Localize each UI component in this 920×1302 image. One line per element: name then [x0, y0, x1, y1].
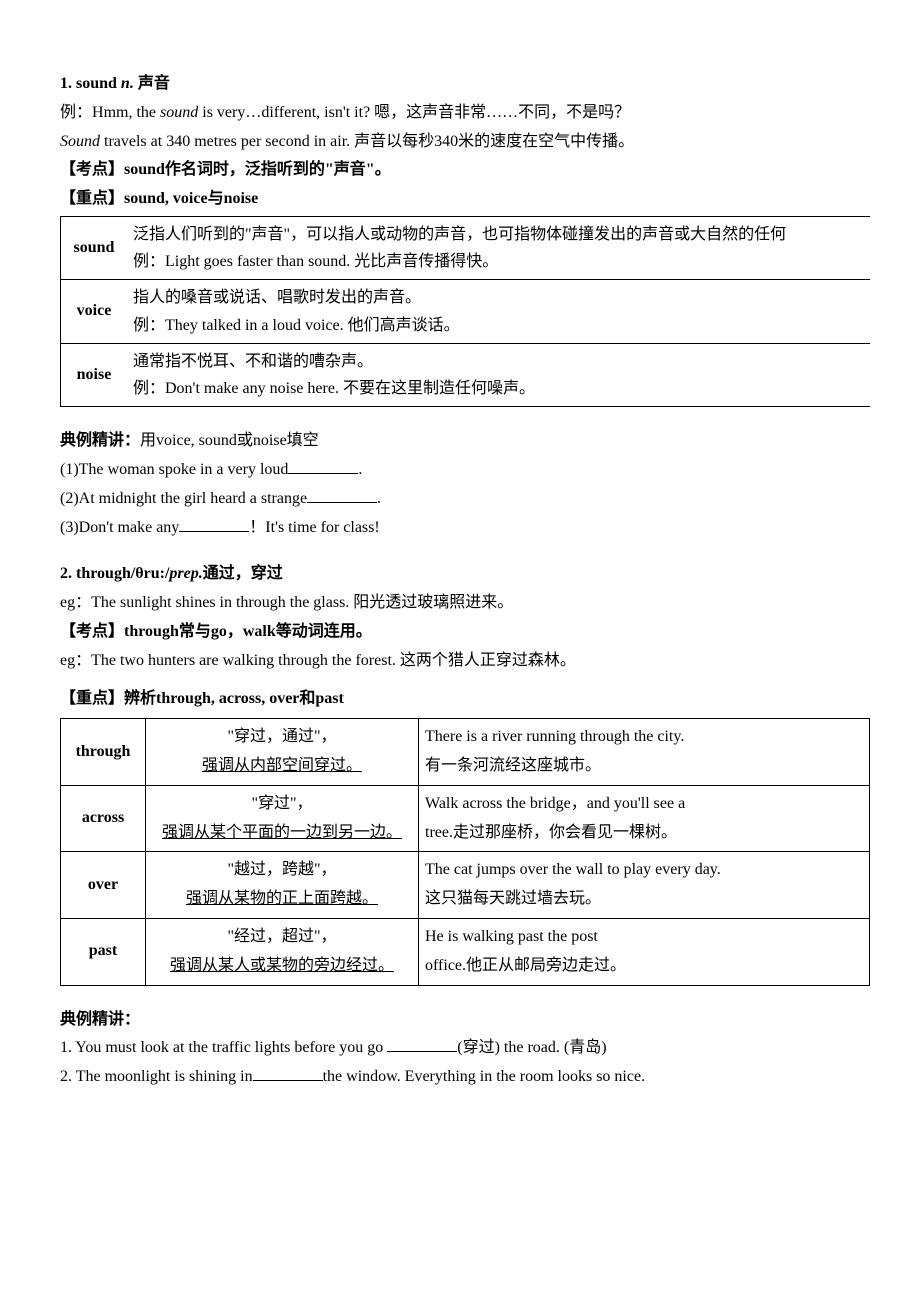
def-cell: 泛指人们听到的"声音"，可以指人或动物的声音，也可指物体碰撞发出的声音或大自然的… — [127, 216, 870, 279]
ex-l1: The cat jumps over the wall to play ever… — [425, 856, 863, 885]
q2-a: 2. The moonlight is shining in — [60, 1068, 253, 1085]
table-row: noise 通常指不悦耳、不和谐的嘈杂声。 例：Don't make any n… — [61, 343, 871, 406]
s1-heading-pos: n. — [121, 75, 134, 92]
ex-cell: Walk across the bridge，and you'll see a … — [419, 785, 870, 852]
dlj-label: 典例精讲： — [60, 432, 140, 449]
mean-cell: "穿过，通过"， 强调从内部空间穿过。 — [146, 719, 419, 786]
word-cell: noise — [61, 343, 128, 406]
mean1: "越过，跨越"， — [152, 856, 412, 885]
s2-eg1: eg：The sunlight shines in through the gl… — [60, 589, 870, 618]
mean-cell: "穿过"， 强调从某个平面的一边到另一边。 — [146, 785, 419, 852]
mean2: 强调从某人或某物的旁边经过。 — [152, 952, 412, 981]
table-sound-voice-noise: sound 泛指人们听到的"声音"，可以指人或动物的声音，也可指物体碰撞发出的声… — [60, 216, 870, 407]
q1-b: . — [358, 461, 362, 478]
word-cell: over — [61, 852, 146, 919]
table-row: across "穿过"， 强调从某个平面的一边到另一边。 Walk across… — [61, 785, 870, 852]
word-cell: across — [61, 785, 146, 852]
q3-b: ！It's time for class! — [249, 519, 379, 536]
mean1: "穿过，通过"， — [152, 723, 412, 752]
def-line1: 通常指不悦耳、不和谐的嘈杂声。 — [133, 348, 864, 375]
word-cell: past — [61, 919, 146, 986]
table-row: voice 指人的嗓音或说话、唱歌时发出的声音。 例：They talked i… — [61, 280, 871, 343]
ex-l1: There is a river running through the cit… — [425, 723, 863, 752]
mean2: 强调从某个平面的一边到另一边。 — [152, 819, 412, 848]
ex2-rest: travels at 340 metres per second in air.… — [100, 133, 634, 150]
ex-l2: 这只猫每天跳过墙去玩。 — [425, 885, 863, 914]
ex-label: 例： — [60, 104, 92, 121]
s1-q3: (3)Don't make any ！It's time for class! — [60, 514, 870, 543]
ex-l2: office.他正从邮局旁边走过。 — [425, 952, 863, 981]
def-cell: 指人的嗓音或说话、唱歌时发出的声音。 例：They talked in a lo… — [127, 280, 870, 343]
s1-q1: (1)The woman spoke in a very loud. — [60, 456, 870, 485]
s2-q1: 1. You must look at the traffic lights b… — [60, 1034, 870, 1063]
s1-dlj: 典例精讲：用voice, sound或noise填空 — [60, 427, 870, 456]
fill-blank[interactable] — [387, 1035, 457, 1052]
table-row: over "越过，跨越"， 强调从某物的正上面跨越。 The cat jumps… — [61, 852, 870, 919]
s2-heading-pos: prep. — [169, 565, 202, 582]
q1-a: 1. You must look at the traffic lights b… — [60, 1039, 387, 1056]
s2-eg2: eg：The two hunters are walking through t… — [60, 647, 870, 676]
mean1: "穿过"， — [152, 790, 412, 819]
ex-l1: Walk across the bridge，and you'll see a — [425, 790, 863, 819]
s1-example2: Sound travels at 340 metres per second i… — [60, 128, 870, 157]
word-cell: through — [61, 719, 146, 786]
fill-blank[interactable] — [179, 515, 249, 532]
mean-cell: "经过，超过"， 强调从某人或某物的旁边经过。 — [146, 919, 419, 986]
table-row: past "经过，超过"， 强调从某人或某物的旁边经过。 He is walki… — [61, 919, 870, 986]
s2-dlj-label: 典例精讲： — [60, 1006, 870, 1035]
ex-l1: He is walking past the post — [425, 923, 863, 952]
dlj-hint: 用voice, sound或noise填空 — [140, 432, 319, 449]
q2-a: (2)At midnight the girl heard a strange — [60, 490, 307, 507]
fill-blank[interactable] — [288, 457, 358, 474]
def-line2: 例：Don't make any noise here. 不要在这里制造任何噪声… — [133, 375, 864, 402]
s2-zhongdian: 【重点】辨析through, across, over和past — [60, 685, 870, 714]
ex-l2: tree.走过那座桥，你会看见一棵树。 — [425, 819, 863, 848]
mean2: 强调从内部空间穿过。 — [152, 752, 412, 781]
def-cell: 通常指不悦耳、不和谐的嘈杂声。 例：Don't make any noise h… — [127, 343, 870, 406]
mean2: 强调从某物的正上面跨越。 — [152, 885, 412, 914]
word-cell: voice — [61, 280, 128, 343]
s2-heading-a: 2. through/θru:/ — [60, 565, 169, 582]
def-line2: 例：They talked in a loud voice. 他们高声谈话。 — [133, 312, 864, 339]
s1-heading: 1. sound n. 声音 — [60, 70, 870, 99]
ex1-b: is very…different, isn't it? 嗯，这声音非常……不同… — [198, 104, 630, 121]
s1-q2: (2)At midnight the girl heard a strange. — [60, 485, 870, 514]
ex-cell: There is a river running through the cit… — [419, 719, 870, 786]
word-cell: sound — [61, 216, 128, 279]
q3-a: (3)Don't make any — [60, 519, 179, 536]
ex-l2: 有一条河流经这座城市。 — [425, 752, 863, 781]
s1-zhongdian: 【重点】sound, voice与noise — [60, 185, 870, 214]
s1-example1: 例：Hmm, the sound is very…different, isn'… — [60, 99, 870, 128]
q1-a: (1)The woman spoke in a very loud — [60, 461, 288, 478]
def-line2: 例：Light goes faster than sound. 光比声音传播得快… — [133, 248, 864, 275]
s2-kaodian: 【考点】through常与go，walk等动词连用。 — [60, 618, 870, 647]
s1-kaodian: 【考点】sound作名词时，泛指听到的"声音"。 — [60, 156, 870, 185]
q1-b: (穿过) the road. (青岛) — [457, 1039, 606, 1056]
ex-cell: The cat jumps over the wall to play ever… — [419, 852, 870, 919]
ex2-sound: Sound — [60, 133, 100, 150]
table-row: through "穿过，通过"， 强调从内部空间穿过。 There is a r… — [61, 719, 870, 786]
q2-b: . — [377, 490, 381, 507]
ex1-a: Hmm, the — [92, 104, 160, 121]
def-line1: 泛指人们听到的"声音"，可以指人或动物的声音，也可指物体碰撞发出的声音或大自然的… — [133, 221, 864, 248]
mean-cell: "越过，跨越"， 强调从某物的正上面跨越。 — [146, 852, 419, 919]
fill-blank[interactable] — [307, 486, 377, 503]
table-row: sound 泛指人们听到的"声音"，可以指人或动物的声音，也可指物体碰撞发出的声… — [61, 216, 871, 279]
s2-heading-b: 通过，穿过 — [203, 565, 283, 582]
ex-cell: He is walking past the post office.他正从邮局… — [419, 919, 870, 986]
def-line1: 指人的嗓音或说话、唱歌时发出的声音。 — [133, 284, 864, 311]
s2-q2: 2. The moonlight is shining in the window… — [60, 1063, 870, 1092]
s1-heading-prefix: 1. sound — [60, 75, 121, 92]
mean1: "经过，超过"， — [152, 923, 412, 952]
s1-heading-cn: 声音 — [134, 75, 170, 92]
fill-blank[interactable] — [253, 1064, 323, 1081]
q2-b: the window. Everything in the room looks… — [323, 1068, 645, 1085]
ex1-sound: sound — [160, 104, 198, 121]
s2-heading: 2. through/θru:/prep.通过，穿过 — [60, 560, 870, 589]
table-through-across-over-past: through "穿过，通过"， 强调从内部空间穿过。 There is a r… — [60, 718, 870, 985]
